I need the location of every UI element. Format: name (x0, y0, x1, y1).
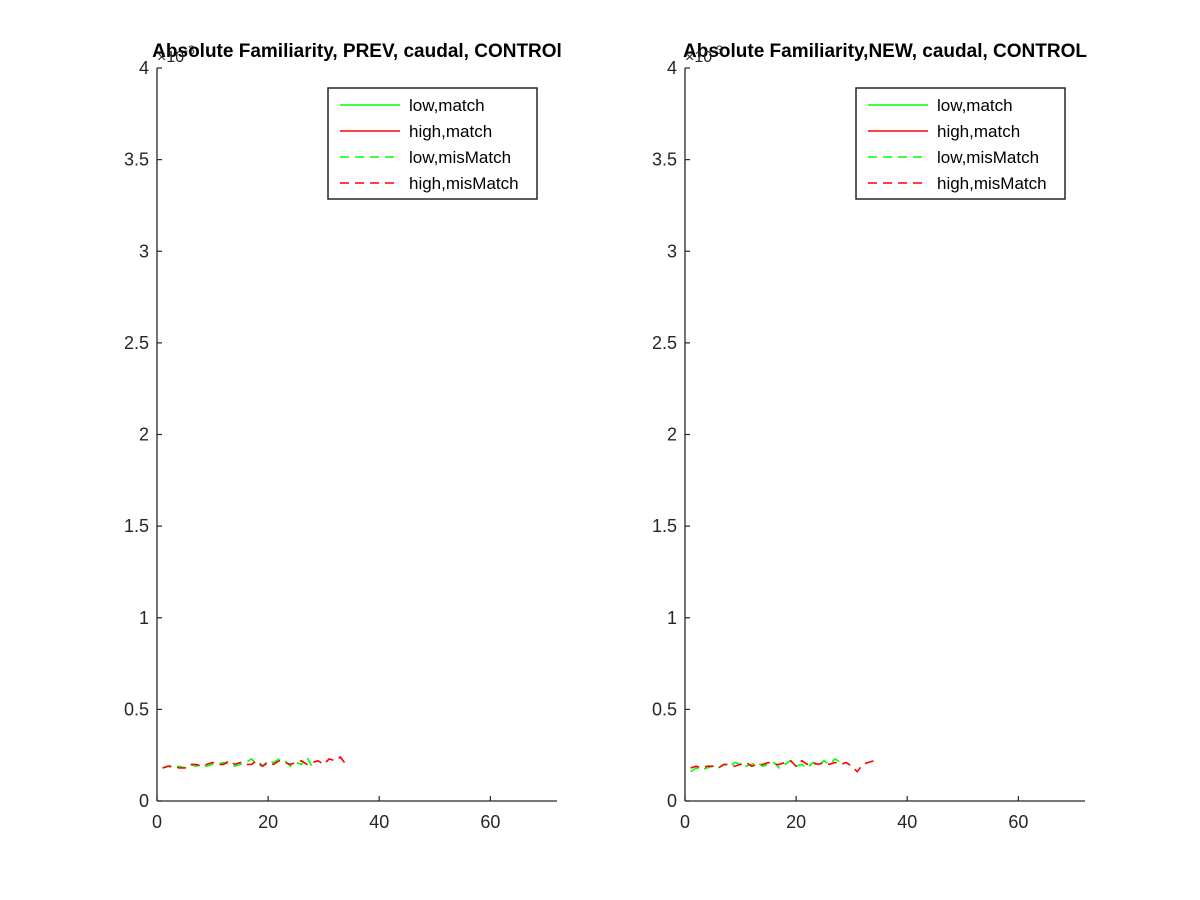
legend-label-low-mismatch-left: low,misMatch (409, 148, 511, 167)
legend-label-high-mismatch-right: high,misMatch (937, 174, 1047, 193)
y-tick-label-right: 4 (667, 58, 677, 78)
x-tick-label-left: 60 (480, 812, 500, 832)
series-layer-right (690, 757, 875, 773)
y-tick-label-left: 3 (139, 241, 149, 261)
y-exponent-power-left: -3 (184, 43, 195, 57)
legend-left: low,match high,match low,misMatch high,m… (327, 87, 538, 200)
y-tick-label-right: 0.5 (652, 699, 677, 719)
legend-label-high-match-left: high,match (409, 122, 492, 141)
y-tick-label-right: 1 (667, 608, 677, 628)
y-exponent-left: ×10-3 (157, 43, 195, 66)
axes-right: 0 20 40 60 0 0.5 1 1.5 2 2.5 3 3.5 4 (652, 58, 1085, 832)
y-exponent-right: ×10-3 (685, 43, 723, 66)
y-tick-label-left: 0.5 (124, 699, 149, 719)
legend-right: low,match high,match low,misMatch high,m… (855, 87, 1066, 200)
x-tick-label-left: 0 (152, 812, 162, 832)
legend-label-high-mismatch-left: high,misMatch (409, 174, 519, 193)
y-tick-label-right: 2.5 (652, 333, 677, 353)
y-tick-label-right: 2 (667, 425, 677, 445)
y-tick-label-left: 0 (139, 791, 149, 811)
series-layer-left (162, 755, 347, 769)
series-line-high-mismatch-right (690, 759, 875, 773)
legend-label-low-match-right: low,match (937, 96, 1013, 115)
series-line-high-mismatch-left (162, 755, 347, 769)
y-tick-label-right: 0 (667, 791, 677, 811)
svg-text:×10-3: ×10-3 (685, 43, 723, 66)
y-exponent-base-left: ×10 (157, 49, 184, 66)
x-tick-label-right: 40 (897, 812, 917, 832)
plot-left: Absolute Familiarity, PREV, caudal, CONT… (124, 41, 562, 832)
x-tick-label-left: 40 (369, 812, 389, 832)
legend-box-left (327, 87, 538, 200)
y-tick-label-left: 3.5 (124, 150, 149, 170)
y-exponent-power-right: -3 (712, 43, 723, 57)
x-tick-label-right: 60 (1008, 812, 1028, 832)
y-tick-label-left: 1 (139, 608, 149, 628)
y-tick-label-right: 3.5 (652, 150, 677, 170)
legend-label-low-match-left: low,match (409, 96, 485, 115)
axes-left: 0 20 40 60 0 0.5 1 1.5 2 2.5 3 3.5 4 (124, 58, 557, 832)
chart-title-left: Absolute Familiarity, PREV, caudal, CONT… (152, 41, 562, 62)
series-line-low-mismatch-right (690, 757, 842, 773)
plot-right: Absolute Familiarity,NEW, caudal, CONTRO… (652, 41, 1087, 832)
y-exponent-base-right: ×10 (685, 49, 712, 66)
y-tick-label-left: 2.5 (124, 333, 149, 353)
y-tick-label-left: 4 (139, 58, 149, 78)
svg-text:×10-3: ×10-3 (157, 43, 195, 66)
y-tick-label-left: 2 (139, 425, 149, 445)
y-tick-label-left: 1.5 (124, 516, 149, 536)
legend-label-low-mismatch-right: low,misMatch (937, 148, 1039, 167)
legend-box-right (855, 87, 1066, 200)
x-tick-label-right: 20 (786, 812, 806, 832)
chart-title-right: Absolute Familiarity,NEW, caudal, CONTRO… (683, 41, 1087, 62)
y-tick-label-right: 3 (667, 241, 677, 261)
y-tick-label-right: 1.5 (652, 516, 677, 536)
x-tick-label-right: 0 (680, 812, 690, 832)
x-tick-label-left: 20 (258, 812, 278, 832)
legend-label-high-match-right: high,match (937, 122, 1020, 141)
